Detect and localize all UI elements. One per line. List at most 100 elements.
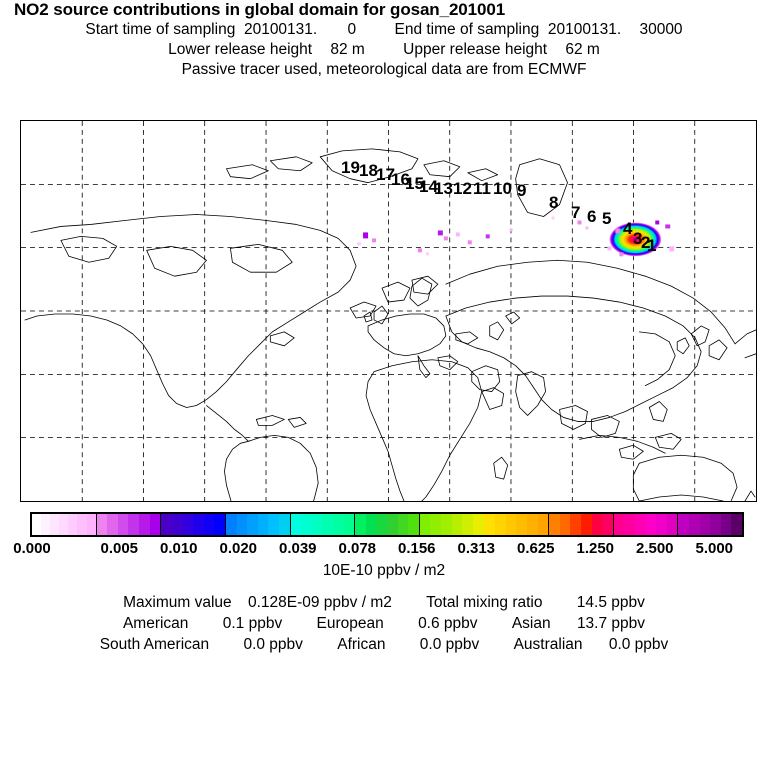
trajectory-day-label-19: 19: [341, 158, 360, 177]
colorbar-step-7-5: [537, 514, 549, 535]
trajectory-day-label-16: 16: [391, 170, 410, 189]
colorbar-step-2-0: [161, 514, 172, 535]
trajectory-labels-layer: 19 18 17 16 15 14 13 12 11 10 9 8 7 6 5 4 3 2 1: [21, 121, 756, 501]
colorbar-tick-6: 0.156: [397, 540, 436, 557]
trajectory-day-label-6: 6: [587, 207, 597, 226]
colorbar-step-9-1: [624, 514, 635, 535]
start-date-value: 20100131.: [243, 21, 318, 38]
colorbar-tick-7: 0.313: [457, 540, 496, 557]
colorbar-segment-0: [32, 514, 97, 535]
trajectory-day-label-18: 18: [359, 161, 378, 180]
colorbar-tick-1: 0.005: [100, 540, 139, 557]
colorbar-step-6-0: [419, 514, 431, 535]
region-row-1: American 0.1 ppbv European 0.6 ppbv Asia…: [0, 613, 768, 634]
end-time-label: End time of sampling: [394, 21, 540, 38]
colorbar-step-9-5: [666, 514, 678, 535]
colorbar-step-0-3: [59, 514, 69, 535]
colorbar-step-4-4: [333, 514, 344, 535]
region-value-american: 0.1 ppbv: [222, 615, 283, 632]
colorbar-step-1-1: [107, 514, 118, 535]
colorbar-segment-5: [355, 514, 420, 535]
region-value-australian: 0.0 ppbv: [608, 636, 669, 653]
colorbar-segment-7: [484, 514, 550, 535]
trajectory-day-label-14: 14: [419, 177, 438, 196]
colorbar-step-0-1: [41, 514, 51, 535]
colorbar-step-1-5: [149, 514, 161, 535]
colorbar-step-9-4: [656, 514, 667, 535]
colorbar-step-1-0: [96, 514, 108, 535]
colorbar-step-2-2: [182, 514, 194, 535]
region-row-2: South American 0.0 ppbv African 0.0 ppbv…: [0, 634, 768, 655]
colorbar-step-9-0: [613, 514, 625, 535]
colorbar-step-4-3: [322, 514, 333, 535]
region-value-european: 0.6 ppbv: [418, 615, 478, 632]
colorbar-step-0-6: [86, 514, 96, 535]
colorbar-tick-10: 2.500: [635, 540, 674, 557]
colorbar-step-8-1: [559, 514, 571, 535]
colorbar-tick-9: 1.250: [576, 540, 615, 557]
colorbar-segment-3: [225, 514, 291, 535]
colorbar-step-6-2: [441, 514, 452, 535]
colorbar-step-10-3: [710, 514, 721, 535]
trajectory-day-label-9: 9: [517, 181, 527, 200]
colorbar-step-9-2: [634, 514, 646, 535]
colorbar-step-7-3: [516, 514, 527, 535]
colorbar-step-3-2: [247, 514, 258, 535]
colorbar-segment-6: [419, 514, 485, 535]
colorbar-step-8-0: [549, 514, 560, 535]
colorbar-step-8-3: [580, 514, 592, 535]
world-map-panel[interactable]: 19 18 17 16 15 14 13 12 11 10 9 8 7 6 5 4 3 2 1: [20, 120, 757, 502]
colorbar-step-6-4: [462, 514, 473, 535]
colorbar-step-2-5: [214, 514, 225, 535]
colorbar-step-10-4: [720, 514, 732, 535]
maximum-and-total-line: Maximum value 0.128E-09 ppbv / m2 Total …: [0, 592, 768, 613]
region-name-asian: Asian: [511, 615, 551, 632]
colorbar-step-3-1: [236, 514, 248, 535]
region-name-european: European: [316, 615, 384, 632]
colorbar-step-6-5: [472, 514, 484, 535]
lower-release-label: Lower release height: [168, 41, 313, 58]
colorbar-step-5-3: [387, 514, 398, 535]
colorbar-segment-10: [678, 514, 743, 535]
trajectory-day-label-4: 4: [623, 219, 633, 238]
colorbar-unit-label: 10E-10 ppbv / m2: [322, 562, 446, 579]
colorbar-step-5-2: [376, 514, 388, 535]
total-mixing-ratio-label: Total mixing ratio: [426, 594, 543, 611]
colorbar-step-8-4: [591, 514, 603, 535]
colorbar-step-0-0: [32, 514, 42, 535]
colorbar-step-8-2: [570, 514, 581, 535]
colorbar-gradient[interactable]: [30, 512, 744, 537]
colorbar-tick-labels: 0.000 0.005 0.010 0.020 0.039 0.078 0.156 0.313…: [0, 540, 768, 558]
release-height-line: Lower release height 82 m Upper release …: [0, 40, 768, 60]
colorbar-step-7-1: [495, 514, 506, 535]
maximum-value-value: 0.128E-09 ppbv / m2: [247, 594, 392, 611]
colorbar-step-10-2: [699, 514, 711, 535]
colorbar-step-4-5: [343, 514, 355, 535]
trajectory-day-label-15: 15: [405, 174, 424, 193]
trajectory-day-label-1: 1: [647, 236, 657, 255]
colorbar-step-6-3: [451, 514, 463, 535]
colorbar-tick-3: 0.020: [219, 540, 258, 557]
upper-release-value: 62 m: [565, 41, 600, 58]
upper-release-label: Upper release height: [403, 41, 548, 58]
total-mixing-ratio-value: 14.5 ppbv: [576, 594, 645, 611]
trajectory-day-label-12: 12: [453, 179, 472, 198]
lower-release-value: 82 m: [330, 41, 365, 58]
colorbar-step-5-4: [397, 514, 409, 535]
colorbar-tick-5: 0.078: [338, 540, 377, 557]
region-value-asian: 13.7 ppbv: [576, 615, 646, 632]
region-name-african: African: [337, 636, 386, 653]
colorbar-step-0-4: [68, 514, 78, 535]
region-value-south-american: 0.0 ppbv: [243, 636, 303, 653]
trajectory-day-label-13: 13: [434, 179, 453, 198]
colorbar-step-4-2: [311, 514, 323, 535]
colorbar-step-2-3: [193, 514, 204, 535]
colorbar-step-2-4: [203, 514, 215, 535]
coastline-layer: [24, 148, 756, 501]
sampling-time-line: Start time of sampling 20100131. 0 End t…: [0, 20, 768, 40]
plot-header: NO2 source contributions in global domai…: [0, 0, 768, 80]
colorbar-segment-2: [161, 514, 226, 535]
trajectory-day-label-5: 5: [602, 209, 612, 228]
start-time-label: Start time of sampling: [85, 21, 236, 38]
colorbar-tick-11: 5.000: [695, 540, 734, 557]
